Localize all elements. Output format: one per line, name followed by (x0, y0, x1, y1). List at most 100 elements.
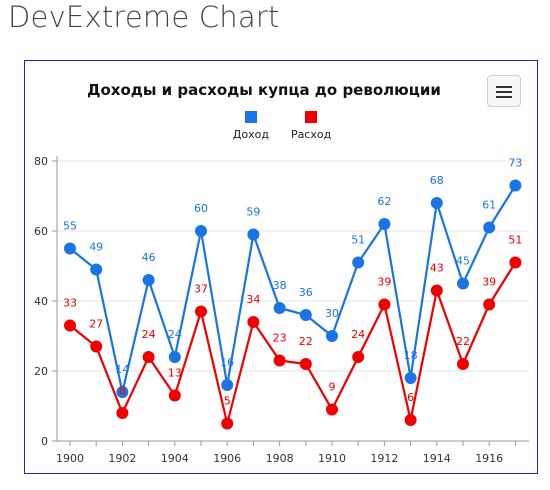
chart-container: 0 20 40 60 80 1900 1902 1904 1906 1908 1910 1912 191… (24, 60, 538, 474)
data-label-income: 38 (273, 279, 287, 292)
data-point-expense (247, 316, 260, 328)
data-point-expense (483, 298, 496, 311)
data-label-income: 61 (482, 199, 496, 212)
data-label-expense: 27 (89, 318, 103, 331)
legend-swatch-income (244, 111, 257, 123)
data-point-expense (273, 354, 286, 367)
data-point-expense (352, 351, 365, 363)
data-point-income (116, 386, 129, 398)
data-label-income: 60 (194, 202, 208, 215)
data-label-expense: 23 (273, 332, 287, 345)
data-label-income: 30 (325, 307, 339, 320)
data-label-income: 68 (430, 174, 444, 187)
data-label-income: 36 (299, 286, 313, 299)
data-label-expense: 34 (246, 293, 260, 306)
legend-item-income[interactable]: Доход (233, 111, 269, 141)
data-point-expense (509, 256, 522, 269)
data-label-expense: 43 (430, 262, 444, 275)
page-heading: DevExtreme Chart (8, 0, 280, 34)
x-tick-label: 1910 (318, 452, 346, 465)
hamburger-menu-icon[interactable] (487, 75, 521, 107)
data-label-income: 24 (168, 328, 182, 341)
x-tick-label: 1900 (56, 452, 84, 465)
x-tick-label: 1904 (161, 452, 189, 465)
y-tick-label: 40 (34, 295, 48, 308)
data-point-income (221, 379, 234, 391)
data-point-income (64, 242, 76, 255)
data-label-income: 59 (246, 206, 260, 219)
data-point-income (142, 274, 155, 286)
data-point-expense (378, 298, 391, 311)
data-label-expense: 24 (142, 328, 156, 341)
data-point-income (457, 277, 469, 290)
data-label-income: 55 (63, 220, 77, 233)
x-tick-label: 1906 (213, 452, 241, 465)
data-label-income: 49 (89, 241, 103, 254)
data-label-expense: 9 (329, 381, 336, 394)
data-point-income (483, 221, 496, 234)
data-label-income: 14 (115, 363, 129, 376)
data-label-expense: 8 (119, 384, 126, 397)
x-tick-label: 1914 (423, 452, 451, 465)
data-label-income: 73 (508, 157, 522, 170)
data-point-expense (116, 407, 129, 419)
data-point-income (352, 256, 365, 269)
legend-label-expense: Расход (290, 128, 332, 141)
data-point-expense (64, 319, 76, 332)
data-point-income (273, 302, 286, 314)
data-point-income (299, 309, 312, 321)
data-label-expense: 13 (168, 367, 182, 380)
data-point-income (378, 218, 391, 230)
data-point-expense (142, 351, 155, 363)
data-point-income (404, 372, 417, 384)
data-label-income: 45 (456, 255, 470, 268)
x-tick-label: 1912 (370, 452, 398, 465)
data-label-expense: 51 (508, 234, 522, 247)
data-point-expense (404, 414, 417, 426)
data-point-income (195, 225, 207, 237)
data-label-expense: 37 (194, 283, 208, 296)
series-line-income (69, 184, 517, 394)
x-tick-label: 1916 (475, 452, 503, 465)
series-line-expense (69, 261, 517, 425)
data-label-income: 51 (351, 234, 365, 247)
data-label-expense: 6 (407, 391, 414, 404)
data-label-income: 46 (142, 251, 156, 264)
legend-item-expense[interactable]: Расход (291, 111, 331, 141)
data-label-expense: 5 (224, 395, 231, 408)
data-label-expense: 22 (299, 335, 313, 348)
chart-title: Доходы и расходы купца до революции (87, 81, 441, 99)
y-tick-label: 60 (34, 225, 48, 238)
data-point-expense (221, 417, 234, 430)
data-label-income: 16 (220, 356, 234, 369)
data-point-income (90, 263, 103, 276)
legend-label-income: Доход (232, 128, 269, 141)
x-tick-label: 1902 (108, 452, 136, 465)
data-point-expense (299, 358, 312, 370)
data-label-expense: 22 (456, 335, 470, 348)
data-point-expense (457, 358, 469, 370)
data-label-income: 62 (377, 195, 391, 208)
data-label-income: 18 (404, 349, 418, 362)
x-tick-label: 1908 (266, 452, 294, 465)
data-point-income (509, 179, 522, 192)
y-tick-label: 0 (41, 435, 48, 448)
data-label-expense: 39 (482, 276, 496, 289)
chart-legend: Доход Расход (25, 111, 539, 141)
legend-swatch-expense (305, 111, 318, 123)
data-point-expense (430, 284, 443, 297)
data-point-expense (326, 403, 338, 416)
chart-plot-area: 0 20 40 60 80 1900 1902 1904 1906 1908 1910 1912 191… (34, 155, 529, 465)
data-point-income (168, 351, 181, 363)
data-point-income (326, 330, 338, 342)
data-point-income (430, 197, 443, 209)
data-point-expense (90, 340, 103, 353)
data-label-expense: 24 (351, 328, 365, 341)
data-point-income (247, 228, 260, 241)
y-tick-label: 20 (34, 365, 48, 378)
data-label-expense: 39 (377, 276, 391, 289)
data-point-expense (195, 305, 207, 318)
data-point-expense (168, 389, 181, 402)
y-tick-label: 80 (34, 155, 48, 168)
data-label-expense: 33 (63, 297, 77, 310)
